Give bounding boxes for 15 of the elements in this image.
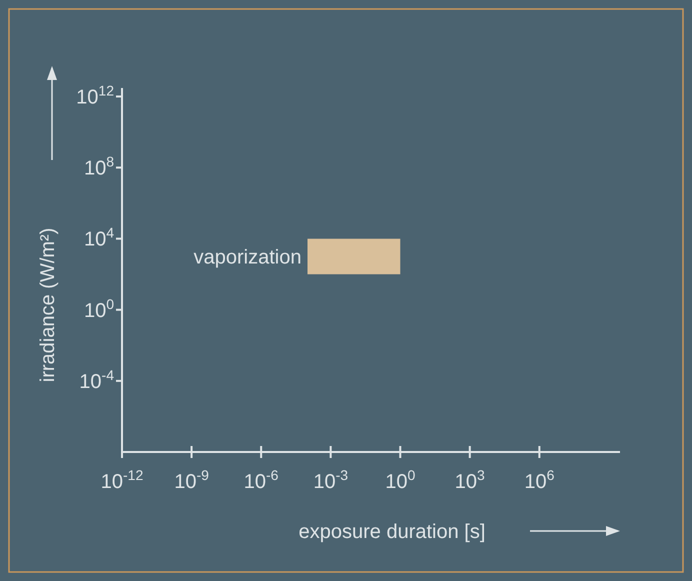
x-tick-label: 10$^{-9}$	[174, 467, 210, 493]
x-tick-label: 10$^{6}$	[524, 467, 555, 493]
y-tick-label: 10$^{-4}$	[79, 366, 114, 393]
x-tick-label: 10$^{3}$	[454, 467, 486, 493]
x-axis-title: exposure duration [s]	[298, 521, 486, 543]
x-tick-label: 10$^{-12}$	[100, 467, 144, 493]
y-tick-label: 10$^{0}$	[84, 296, 114, 322]
x-tick-label: 10$^{-3}$	[313, 467, 348, 493]
y-tick-label: 10$^{8}$	[84, 154, 114, 180]
x-tick-label: 10$^{-6}$	[244, 467, 279, 493]
y-tick-label: 10$^{12}$	[76, 82, 114, 108]
y-axis-title: irradiance (W/m²)	[37, 228, 59, 382]
x-tick-label: 10$^{0}$	[385, 467, 416, 493]
y-tick-label: 10$^{4}$	[84, 224, 114, 251]
annotation: vaporization	[194, 246, 302, 268]
